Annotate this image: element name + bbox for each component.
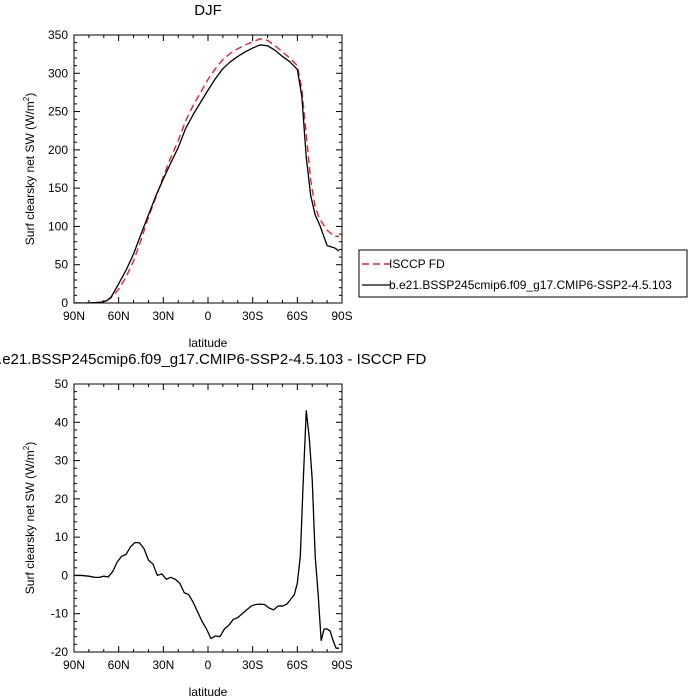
series-line-0	[74, 38, 340, 303]
x-tick-label: 90S	[331, 309, 352, 323]
top-chart: DJF 90N 60N 30N 0 30S 60S 90S 0 50 100 150 200 250 300…	[22, 2, 353, 350]
x-tick-label: 90S	[331, 658, 352, 672]
x-tick-label: 60S	[287, 309, 308, 323]
x-tick-label: 60N	[108, 658, 130, 672]
x-axis-label: latitude	[189, 336, 228, 350]
x-tick-label: 30N	[152, 309, 174, 323]
series-line-0	[74, 410, 340, 649]
legend-label-model: b.e21.BSSP245cmip6.f09_g17.CMIP6-SSP2-4.…	[389, 278, 672, 292]
y-tick-label: 50	[55, 258, 69, 272]
y-tick-label: 200	[48, 143, 68, 157]
x-tick-label: 30N	[152, 658, 174, 672]
y-tick-label: 150	[48, 181, 68, 195]
x-tick-label: 0	[205, 658, 212, 672]
plot-frame	[73, 34, 343, 304]
chart-title: b.e21.BSSP245cmip6.f09_g17.CMIP6-SSP2-4.…	[0, 351, 426, 368]
y-tick-label: 40	[55, 415, 69, 429]
x-axis-label: latitude	[189, 685, 228, 699]
x-tick-label: 90N	[63, 658, 85, 672]
x-tick-label: 60N	[108, 309, 130, 323]
y-tick-label: 0	[61, 568, 68, 582]
y-tick-label: 20	[55, 492, 69, 506]
x-tick-label: 30S	[242, 309, 263, 323]
y-tick-label: 300	[48, 66, 68, 80]
y-tick-label: 30	[55, 454, 69, 468]
difference-chart: b.e21.BSSP245cmip6.f09_g17.CMIP6-SSP2-4.…	[0, 351, 426, 699]
y-axis-label: Surf clearsky net SW (W/m2)	[22, 442, 37, 594]
y-tick-label: 350	[48, 28, 68, 42]
x-tick-label: 60S	[287, 658, 308, 672]
y-tick-label: 100	[48, 219, 68, 233]
x-tick-label: 30S	[242, 658, 263, 672]
x-tick-label: 0	[205, 309, 212, 323]
y-tick-label: -20	[51, 645, 69, 659]
y-tick-label: 10	[55, 530, 69, 544]
y-tick-label: 50	[55, 377, 69, 391]
legend-box	[358, 249, 688, 298]
chart-title: DJF	[194, 2, 222, 19]
series-line-1	[74, 44, 340, 303]
legend-label-isccp: ISCCP FD	[389, 257, 445, 271]
legend: ISCCP FD b.e21.BSSP245cmip6.f09_g17.CMIP…	[358, 249, 688, 298]
y-axis-label: Surf clearsky net SW (W/m2)	[22, 93, 37, 245]
y-tick-label: 250	[48, 105, 68, 119]
x-tick-label: 90N	[63, 309, 85, 323]
y-tick-label: -10	[51, 607, 69, 621]
y-tick-label: 0	[61, 296, 68, 310]
